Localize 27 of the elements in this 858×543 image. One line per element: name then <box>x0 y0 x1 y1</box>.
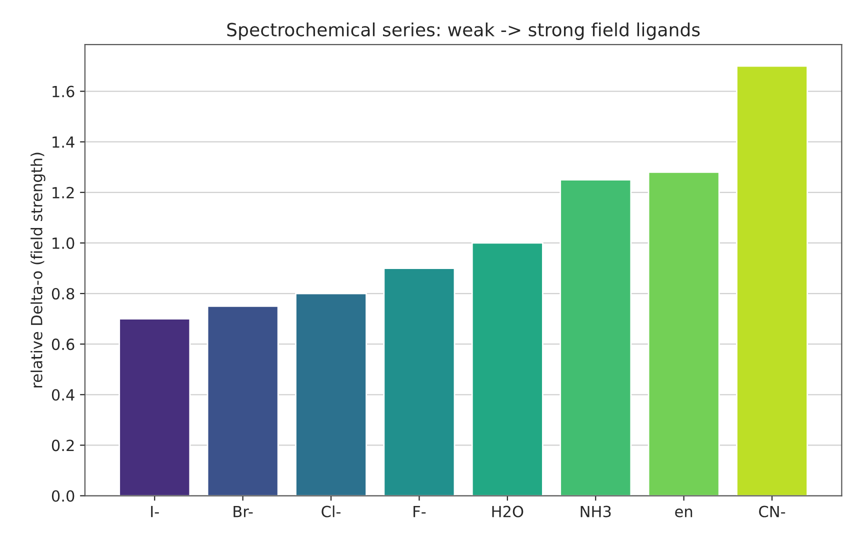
bar <box>383 268 456 496</box>
chart-title: Spectrochemical series: weak -> strong field ligands <box>227 22 700 40</box>
x-tick-label: Br- <box>234 506 253 518</box>
y-tick-label: 0.2 <box>52 440 74 452</box>
x-tick-label: en <box>675 508 692 518</box>
bar <box>118 318 191 496</box>
y-tick-label: 1.0 <box>52 237 74 249</box>
y-tick-label: 1.4 <box>52 136 74 148</box>
y-tick-label: 1.6 <box>52 86 74 98</box>
x-tick-label: CN- <box>759 506 786 518</box>
y-tick-label: 0.8 <box>52 288 74 300</box>
y-tick-label: 0.4 <box>52 389 74 401</box>
bar <box>471 242 544 496</box>
x-tick-label: Cl- <box>322 505 340 518</box>
bar <box>295 292 367 496</box>
y-tick-label: 0.6 <box>52 338 74 350</box>
y-tick-label: 0.0 <box>52 490 74 502</box>
x-tick-label: I- <box>151 506 159 518</box>
x-tick-label: F- <box>414 506 426 518</box>
y-axis-title: relative Delta-o (field strength) <box>30 152 46 388</box>
y-tick-label: 1.2 <box>52 186 74 198</box>
bar <box>560 179 632 496</box>
bar <box>206 305 279 496</box>
x-tick-label: NH3 <box>580 506 611 518</box>
x-tick-label: H2O <box>492 506 524 518</box>
bar <box>648 171 720 496</box>
bar <box>736 65 808 496</box>
